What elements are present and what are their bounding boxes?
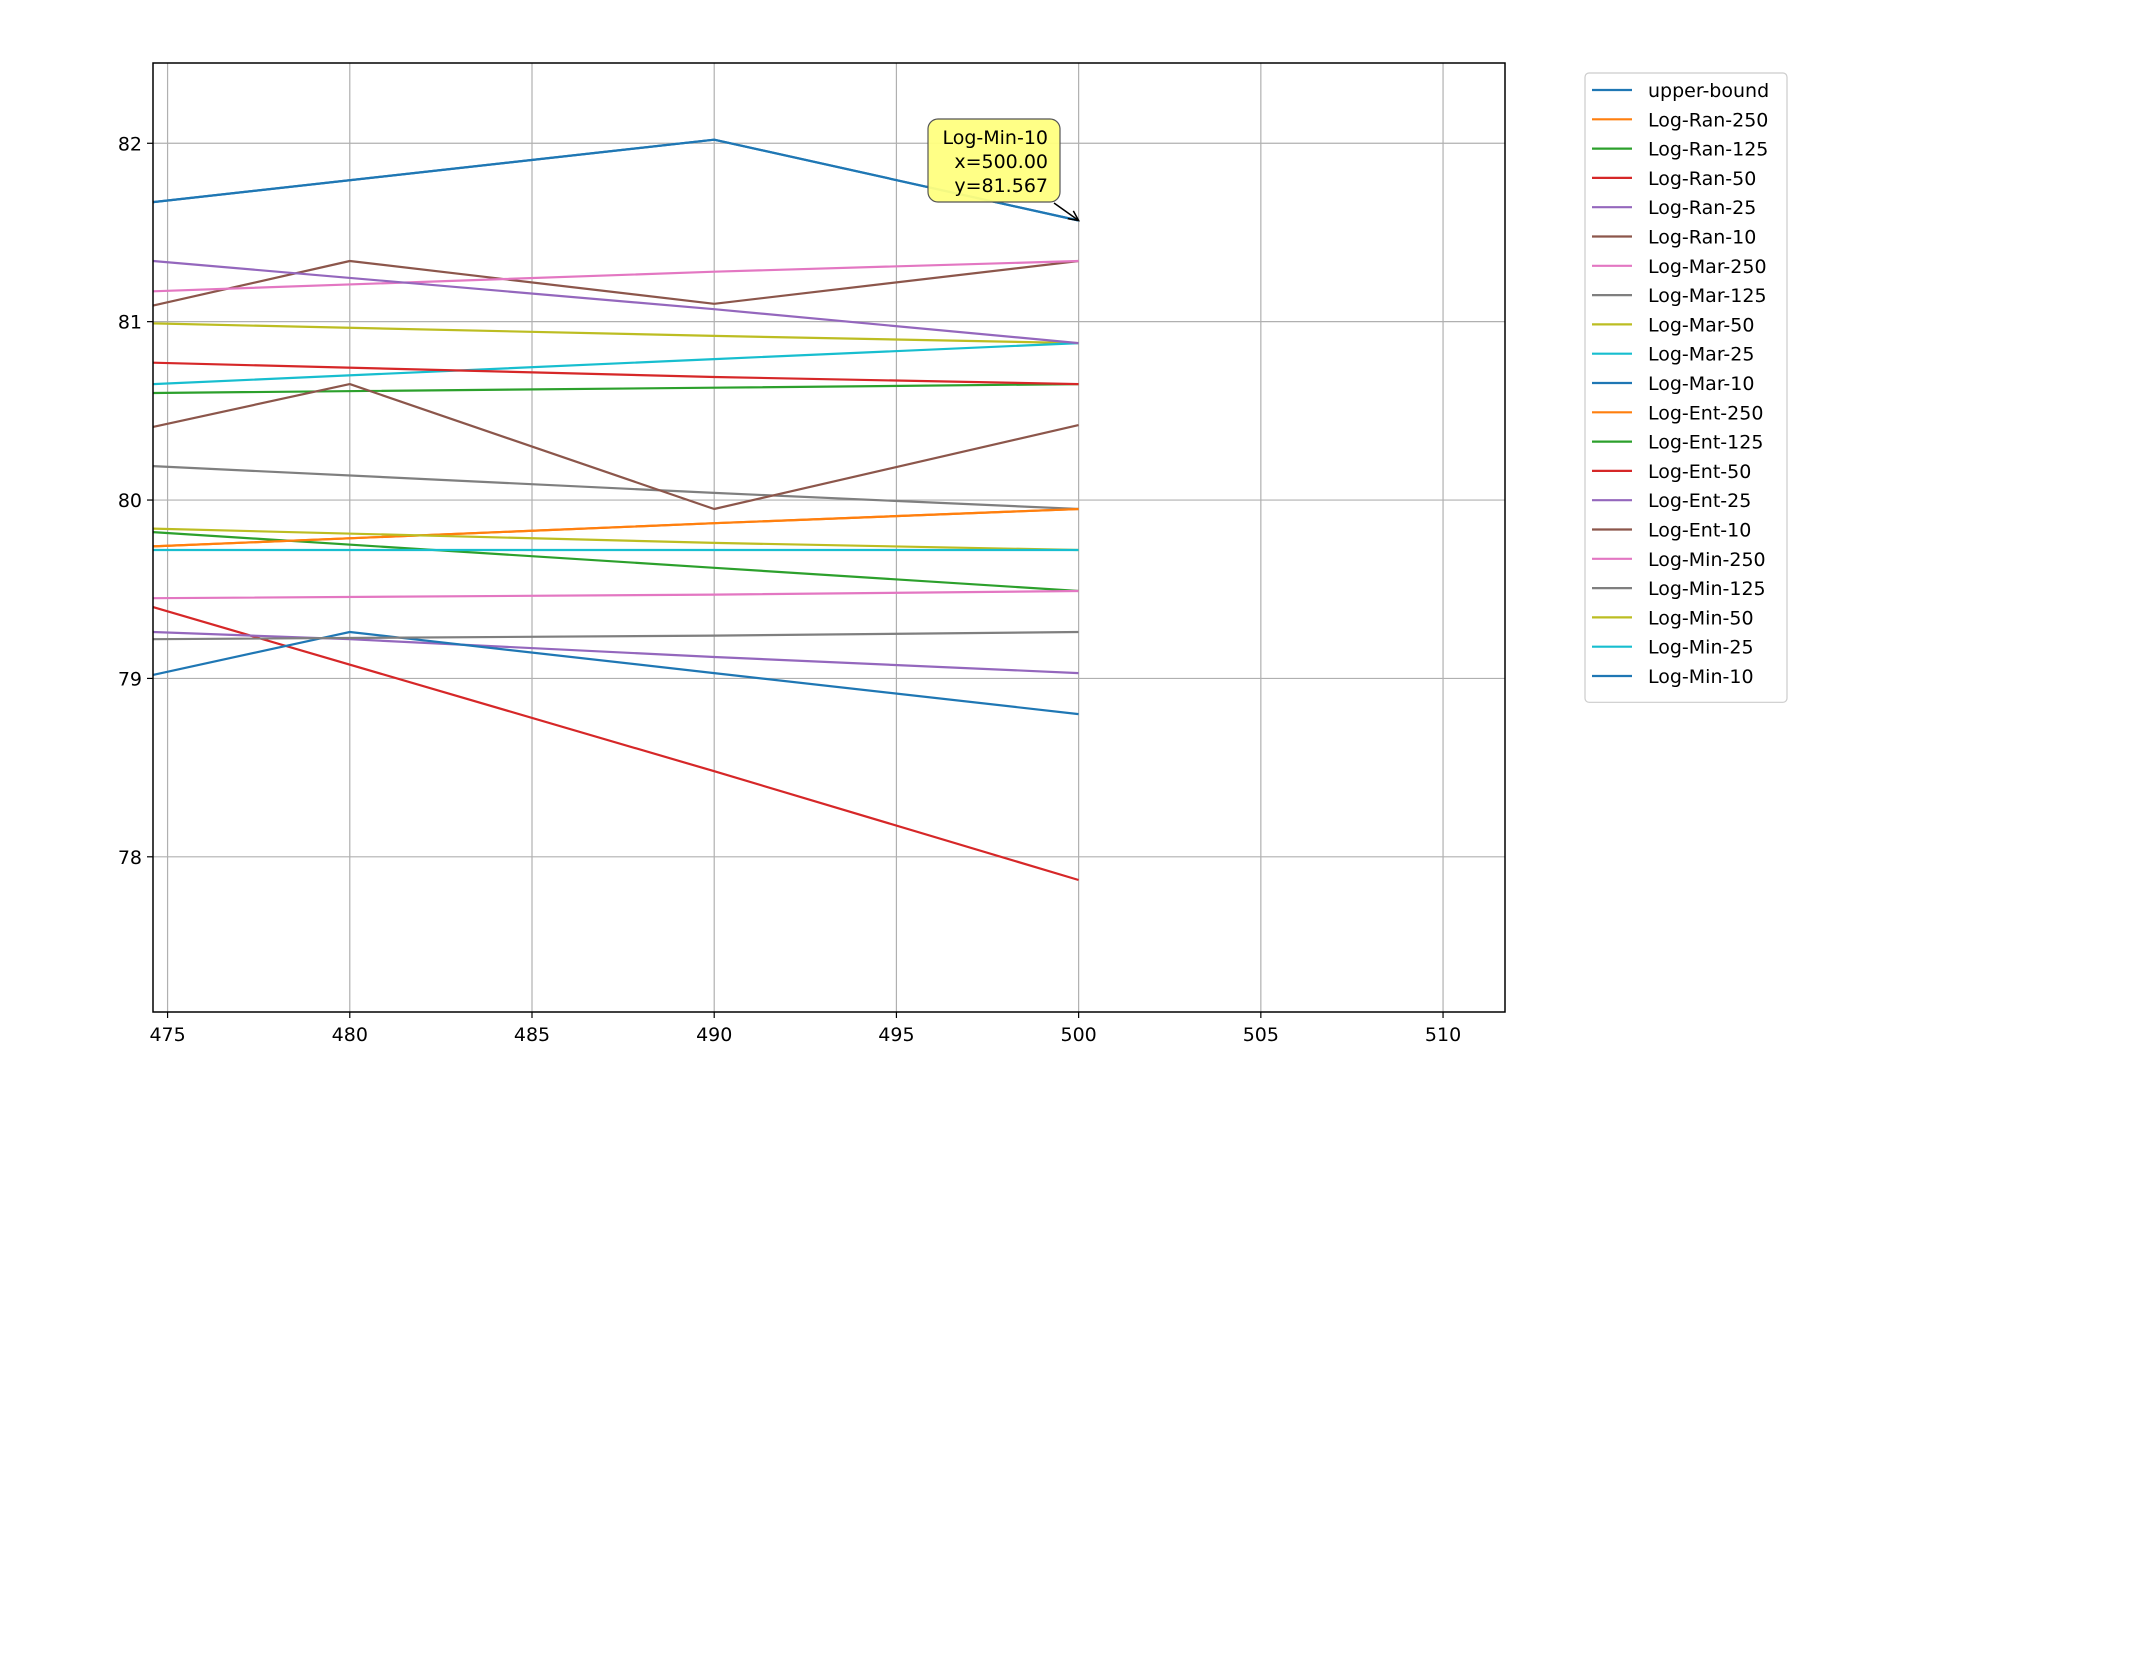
series-line-log-mar-250 [152, 259, 1079, 293]
x-tick-label: 510 [1425, 1024, 1461, 1046]
x-tick-label: 505 [1243, 1024, 1279, 1046]
series-line-log-min-250 [152, 589, 1079, 600]
y-tick-label: 79 [118, 668, 142, 690]
series-line-log-ent-250 [152, 507, 1079, 548]
x-tick-label: 500 [1060, 1024, 1096, 1046]
series-line-log-ran-25 [152, 630, 1079, 675]
legend-entry-label: Log-Ran-125 [1648, 139, 1768, 161]
legend-entry-label: Log-Min-50 [1648, 607, 1754, 629]
y-tick-label: 81 [118, 312, 142, 334]
series-line-log-min-125 [152, 630, 1079, 641]
y-tick-label: 78 [118, 847, 142, 869]
legend-entry-label: Log-Ent-50 [1648, 461, 1751, 483]
axis-ticks: 475 480 485 490 495 500 505 510 78 79 80 81 82 [118, 133, 1461, 1046]
legend-entry-label: Log-Ent-125 [1648, 432, 1763, 454]
y-tick-label: 80 [118, 490, 142, 512]
annotation-arrowhead [1067, 210, 1081, 222]
series-line-log-ran-10 [152, 259, 1079, 307]
legend-entry-label: Log-Ent-10 [1648, 520, 1751, 542]
series-line-log-mar-25 [152, 342, 1079, 386]
series-line-log-ent-50 [152, 361, 1079, 386]
series-line-log-mar-125 [152, 465, 1079, 511]
annotation-box [927, 118, 1061, 203]
series-line-log-mar-50 [152, 322, 1079, 345]
plot-frame [152, 62, 1506, 1013]
series-line-log-ent-10 [152, 383, 1079, 511]
legend-entry-label: Log-Min-10 [1648, 666, 1754, 688]
legend-entry-label: Log-Mar-25 [1648, 344, 1754, 366]
legend-entry-label: Log-Ran-50 [1648, 168, 1756, 190]
series-line-log-ran-50 [152, 606, 1079, 882]
series-line-log-mar-10 [152, 630, 1079, 716]
series-line-log-min-50 [152, 527, 1079, 552]
x-tick-label: 490 [696, 1024, 732, 1046]
series-lines [152, 138, 1079, 882]
annotation-y-value: y=81.567 [954, 175, 1048, 197]
legend-entry-label: Log-Mar-125 [1648, 285, 1767, 307]
legend-entry-label: Log-Mar-10 [1648, 373, 1754, 395]
y-tick-label: 82 [118, 133, 142, 155]
legend-entry-label: Log-Ran-25 [1648, 197, 1756, 219]
x-tick-label: 480 [332, 1024, 368, 1046]
annotation-series-label: Log-Min-10 [942, 127, 1048, 149]
legend-entry-label: Log-Min-125 [1648, 578, 1766, 600]
series-line-log-ran-125 [152, 531, 1079, 593]
legend-entry-label: Log-Ran-250 [1648, 109, 1768, 131]
legend-entry-label: Log-Ent-25 [1648, 490, 1751, 512]
hover-annotation: Log-Min-10 x=500.00 y=81.567 [927, 118, 1081, 222]
legend-entry-label: Log-Min-25 [1648, 637, 1754, 659]
legend-entry-label: Log-Min-250 [1648, 549, 1766, 571]
series-line-log-ent-125 [152, 383, 1079, 395]
legend-entry-label: Log-Mar-250 [1648, 256, 1767, 278]
legend-entry-label: Log-Ran-10 [1648, 227, 1756, 249]
x-tick-label: 495 [878, 1024, 914, 1046]
annotation-arrow [1053, 202, 1080, 222]
legend-entry-label: upper-bound [1648, 80, 1769, 102]
series-line-log-ent-25 [152, 259, 1079, 345]
x-tick-label: 475 [149, 1024, 185, 1046]
legend-entry-label: Log-Mar-50 [1648, 314, 1754, 336]
annotation-x-value: x=500.00 [954, 151, 1048, 173]
legend-box [1584, 72, 1788, 703]
x-tick-label: 485 [514, 1024, 550, 1046]
legend: upper-bound Log-Ran-250 Log-Ran-125 Log-Ran… [1584, 72, 1788, 703]
legend-entry-label: Log-Ent-250 [1648, 402, 1763, 424]
